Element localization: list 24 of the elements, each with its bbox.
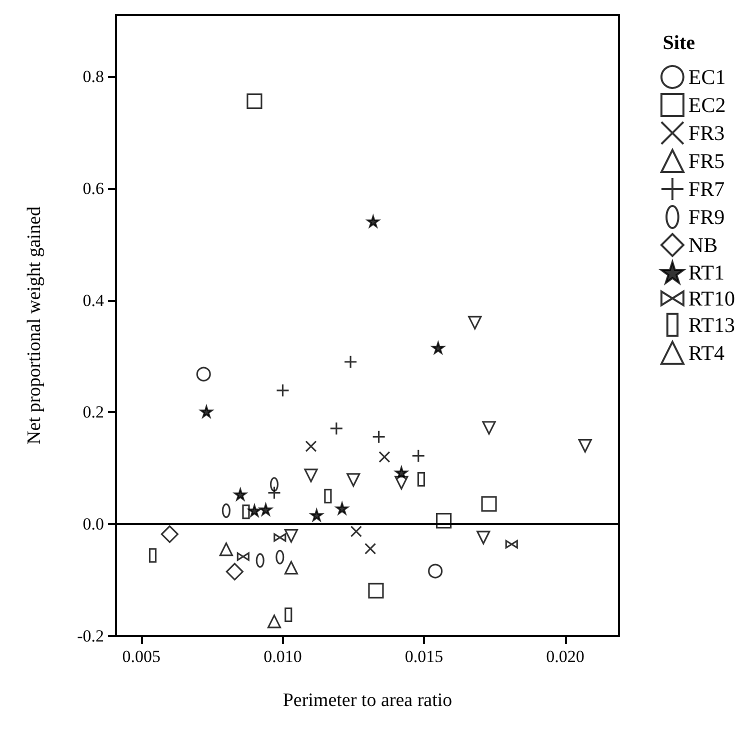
y-axis-title: Net proportional weight gained xyxy=(24,206,45,444)
x-tick-label: 0.010 xyxy=(264,647,302,666)
y-tick-label: 0.8 xyxy=(82,67,104,86)
y-tick-label: 0.4 xyxy=(82,290,104,310)
legend-label: RT4 xyxy=(688,340,725,365)
legend-title: Site xyxy=(662,32,696,54)
y-tick-label: 0.6 xyxy=(82,178,104,198)
legend-label: EC2 xyxy=(688,93,726,117)
legend-label: RT10 xyxy=(688,286,736,310)
legend-label: EC1 xyxy=(688,65,726,89)
x-axis-title: Perimeter to area ratio xyxy=(282,690,452,711)
y-tick-label: -0.2 xyxy=(77,626,104,646)
legend-label: RT13 xyxy=(688,312,736,337)
y-tick-label: 0.0 xyxy=(82,514,104,534)
x-tick-label: 0.020 xyxy=(546,647,584,666)
legend-label: RT1 xyxy=(688,260,725,284)
legend-label: FR5 xyxy=(688,149,725,173)
x-tick-label: 0.005 xyxy=(122,647,161,666)
legend-label: NB xyxy=(688,233,718,257)
x-tick-label: 0.015 xyxy=(404,647,444,666)
legend-label: FR9 xyxy=(688,205,725,229)
legend-label: FR7 xyxy=(688,177,725,201)
y-tick-label: 0.2 xyxy=(82,402,104,422)
legend-label: FR3 xyxy=(688,121,725,145)
